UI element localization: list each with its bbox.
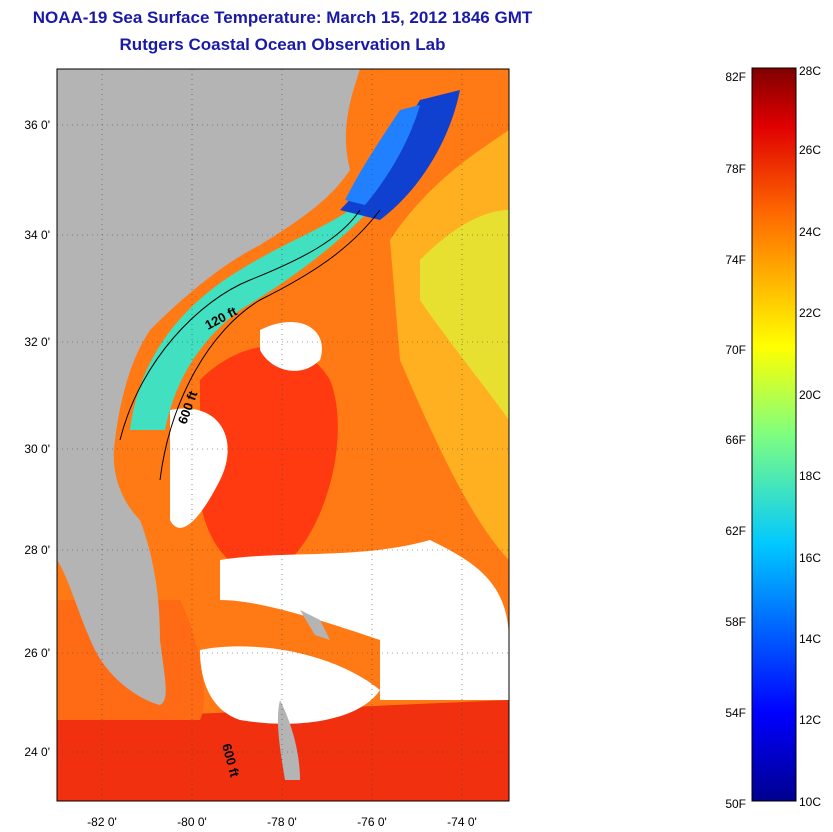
cloud-patch (260, 321, 322, 371)
lat-label: 28 0' (24, 543, 50, 557)
lon-label: -74 0' (447, 815, 477, 829)
map-frame (56, 68, 510, 802)
colorbar-f-label: 82F (725, 70, 746, 84)
latitude-axis: 36 0' 34 0' 32 0' 30 0' 28 0' 26 0' 24 0… (24, 118, 50, 759)
lat-label: 30 0' (24, 442, 50, 456)
colorbar-f-label: 66F (725, 433, 746, 447)
colorbar-c-label: 14C (799, 632, 821, 646)
lon-label: -76 0' (357, 815, 387, 829)
cloud-patch (220, 540, 509, 640)
bahamas-island (300, 610, 330, 640)
shelf-cool-band (130, 210, 365, 430)
colorbar-f-label: 78F (725, 162, 746, 176)
lat-label: 26 0' (24, 646, 50, 660)
lat-label: 32 0' (24, 335, 50, 349)
lon-label: -80 0' (177, 815, 207, 829)
colorbar-c-label: 22C (799, 306, 821, 320)
cloud-patch (170, 408, 228, 528)
cloud-patch (380, 640, 509, 700)
colorbar-f-label: 58F (725, 615, 746, 629)
offshore-yellow-green (420, 210, 509, 420)
graticule (57, 69, 509, 801)
colorbar-f-label: 74F (725, 253, 746, 267)
gulf-stream-warm (200, 346, 338, 572)
lat-label: 24 0' (24, 745, 50, 759)
us-landmass (57, 69, 360, 705)
lat-label: 36 0' (24, 118, 50, 132)
lon-label: -82 0' (87, 815, 117, 829)
longitude-axis: -82 0' -80 0' -78 0' -76 0' -74 0' (87, 815, 477, 829)
contour-120ft (119, 209, 361, 441)
colorbar-c-label: 26C (799, 143, 821, 157)
contour-600ft (159, 209, 381, 481)
colorbar-c-label: 16C (799, 551, 821, 565)
colorbar-c-label: 24C (799, 225, 821, 239)
map-panel (57, 69, 509, 801)
lon-label: -78 0' (267, 815, 297, 829)
map-title: NOAA-19 Sea Surface Temperature: March 1… (32, 8, 533, 27)
colorbar (751, 67, 797, 802)
colorbar-fahrenheit-labels: 82F 78F 74F 70F 66F 62F 58F 54F 50F (725, 70, 746, 811)
colorbar-f-label: 70F (725, 343, 746, 357)
cold-shelf-water-2 (345, 105, 420, 205)
lat-label: 34 0' (24, 228, 50, 242)
colorbar-c-label: 20C (799, 388, 821, 402)
colorbar-c-label: 12C (799, 713, 821, 727)
colorbar-c-label: 28C (799, 64, 821, 78)
colorbar-celsius-labels: 28C 26C 24C 22C 20C 18C 16C 14C 12C 10C (799, 64, 821, 809)
bahamas-island (277, 700, 300, 780)
colorbar-c-label: 18C (799, 469, 821, 483)
colorbar-c-label: 10C (799, 795, 821, 809)
colorbar-f-label: 54F (725, 706, 746, 720)
colorbar-f-label: 62F (725, 524, 746, 538)
map-subtitle: Rutgers Coastal Ocean Observation Lab (119, 35, 446, 54)
bahamas-cloud (200, 646, 380, 724)
colorbar-f-label: 50F (725, 797, 746, 811)
